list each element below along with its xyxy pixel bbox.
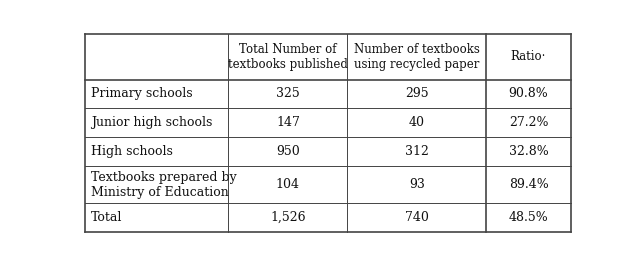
- Text: Junior high schools: Junior high schools: [91, 116, 212, 129]
- Text: 32.8%: 32.8%: [509, 145, 548, 158]
- Text: Primary schools: Primary schools: [91, 87, 193, 100]
- Text: 104: 104: [276, 178, 300, 191]
- Text: 295: 295: [405, 87, 429, 100]
- Text: Ratio·: Ratio·: [511, 50, 546, 63]
- Text: 90.8%: 90.8%: [509, 87, 548, 100]
- Text: 48.5%: 48.5%: [509, 211, 548, 224]
- Text: High schools: High schools: [91, 145, 173, 158]
- Text: Number of textbooks
using recycled paper: Number of textbooks using recycled paper: [354, 43, 479, 70]
- Text: 740: 740: [404, 211, 429, 224]
- Text: 325: 325: [276, 87, 300, 100]
- Text: 89.4%: 89.4%: [509, 178, 548, 191]
- Text: Textbooks prepared by
Ministry of Education: Textbooks prepared by Ministry of Educat…: [91, 170, 237, 199]
- Text: 27.2%: 27.2%: [509, 116, 548, 129]
- Text: 93: 93: [409, 178, 425, 191]
- Text: 1,526: 1,526: [270, 211, 306, 224]
- Text: 147: 147: [276, 116, 300, 129]
- Text: Total: Total: [91, 211, 122, 224]
- Text: Total Number of
textbooks published: Total Number of textbooks published: [228, 43, 348, 70]
- Text: 950: 950: [276, 145, 300, 158]
- Text: 40: 40: [409, 116, 425, 129]
- Text: 312: 312: [404, 145, 429, 158]
